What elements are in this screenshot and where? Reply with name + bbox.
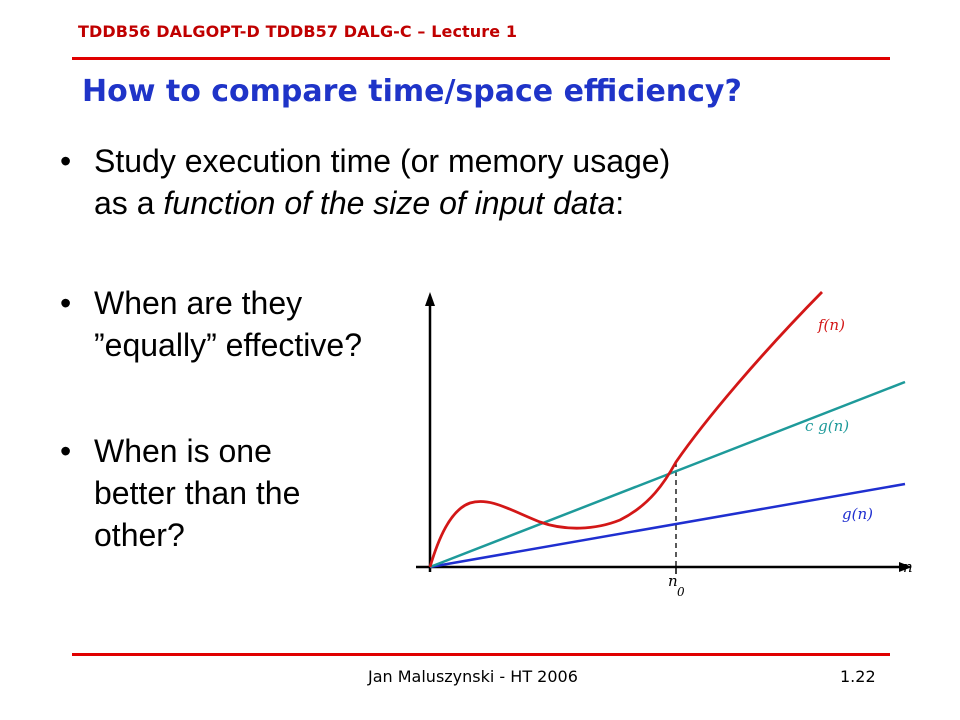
bullet-marker: • [60, 433, 72, 469]
bullet-text: : [615, 185, 625, 221]
c-g-n-label: c g(n) [805, 417, 849, 435]
y-axis-arrowhead [425, 292, 435, 306]
n0-label: n [668, 572, 678, 590]
page-number: 1.22 [840, 667, 876, 686]
emphasized-text: function of the size of input data [163, 185, 616, 221]
n0-subscript: 0 [677, 585, 685, 599]
footer-author: Jan Maluszynski - HT 2006 [368, 667, 578, 686]
bullet-equally-effective: • When are they ”equally” effective? [60, 282, 362, 366]
g-n-line [429, 482, 906, 569]
bullet-text: as a [94, 185, 164, 221]
bullet-line: Study execution time (or memory usage) [94, 143, 671, 179]
bullet-line: as a function of the size of input data: [94, 182, 670, 224]
bullet-line: ”equally” effective? [94, 327, 362, 363]
bullet-study-execution: • Study execution time (or memory usage)… [60, 140, 671, 224]
bottom-rule [72, 653, 890, 656]
x-axis-label: n [903, 558, 913, 576]
bullet-marker: • [60, 285, 72, 321]
bullet-one-better: • When is one better than the other? [60, 430, 301, 556]
bullet-line: When is one [94, 433, 272, 469]
f-n-curve [428, 291, 823, 568]
course-header: TDDB56 DALGOPT-D TDDB57 DALG-C – Lecture… [78, 22, 518, 41]
x-axis-arrowhead [899, 562, 912, 572]
top-rule [72, 57, 890, 60]
slide-title: How to compare time/space efficiency? [82, 74, 742, 109]
bullet-marker: • [60, 143, 72, 179]
bullet-line: other? [94, 517, 185, 553]
g-n-label: g(n) [842, 505, 873, 523]
bullet-line: When are they [94, 285, 303, 321]
bullet-line: better than the [94, 475, 301, 511]
f-n-label: f(n) [817, 316, 845, 334]
